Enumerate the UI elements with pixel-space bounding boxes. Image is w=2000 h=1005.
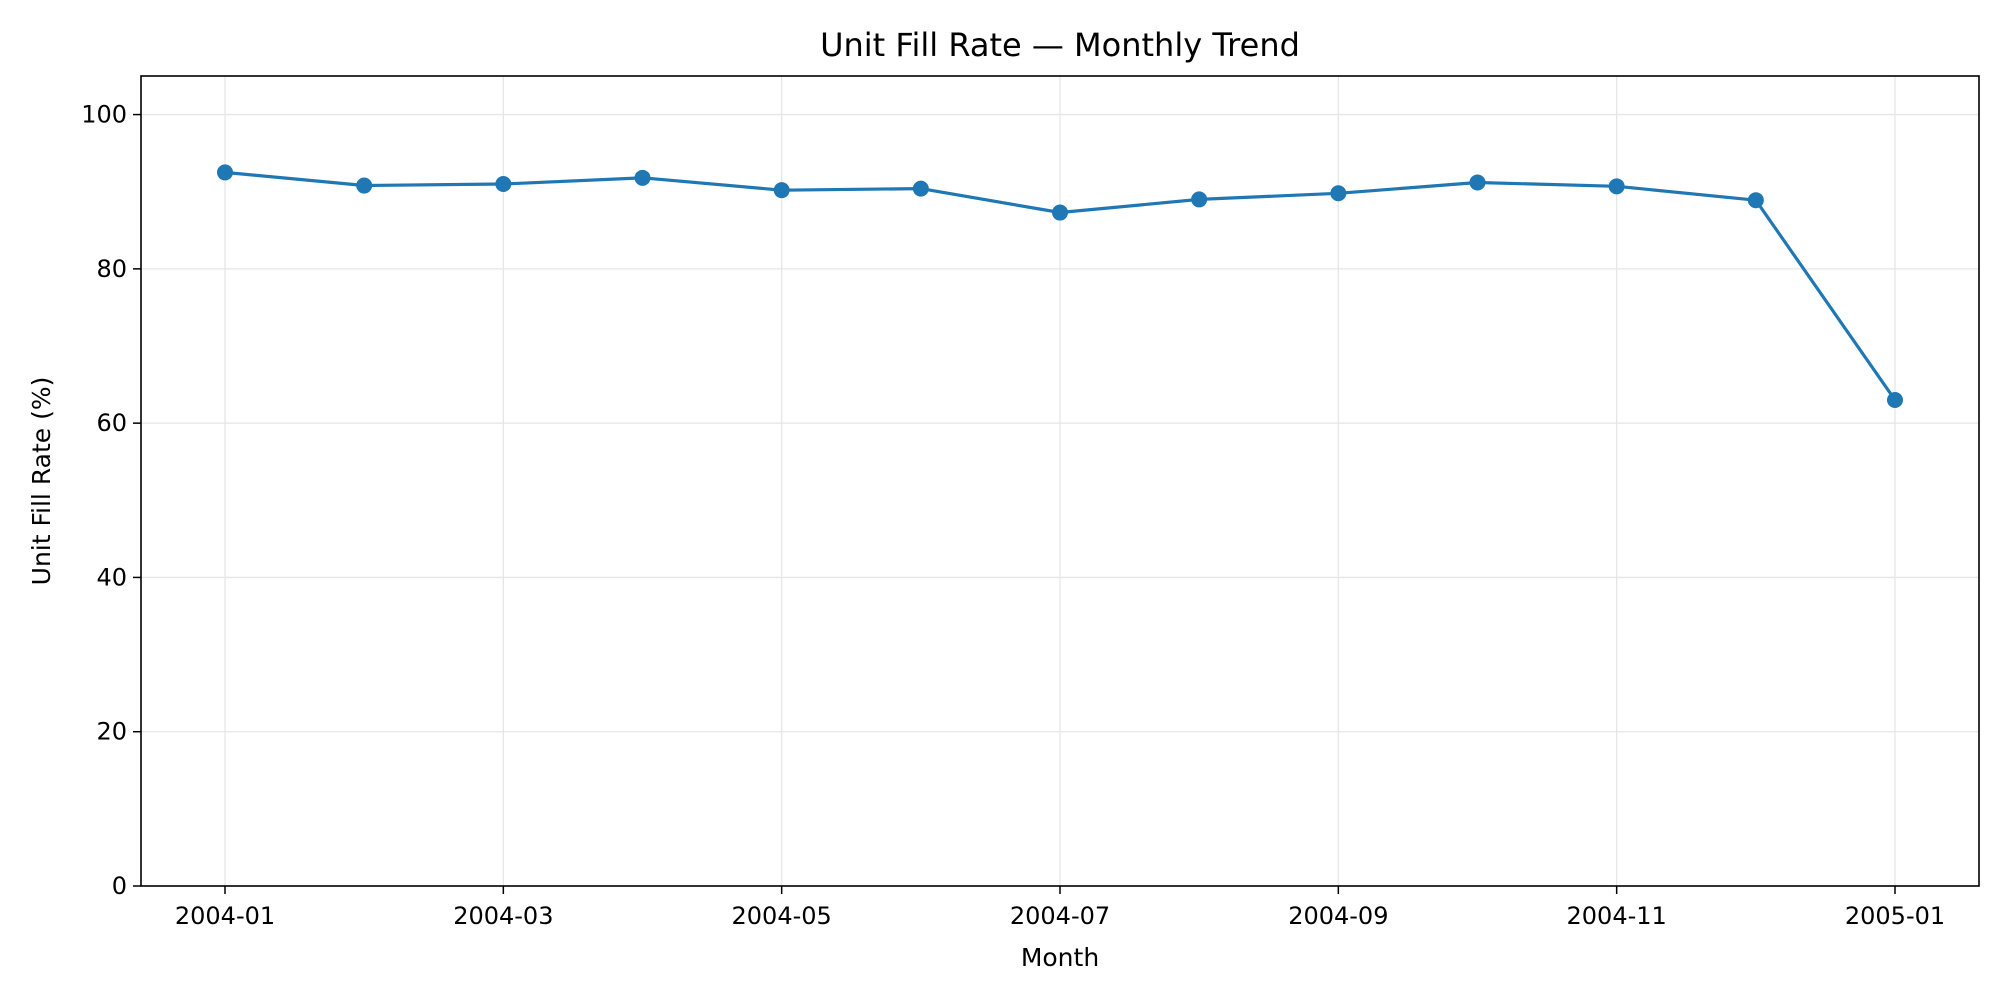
data-point-2004-02 <box>356 177 373 194</box>
x-tick-label: 2004-05 <box>732 902 832 930</box>
y-axis-label: Unit Fill Rate (%) <box>27 377 56 586</box>
data-point-2004-04 <box>634 169 651 186</box>
data-point-2004-10 <box>1469 174 1486 191</box>
data-point-2004-03 <box>495 176 512 192</box>
data-point-2004-09 <box>1330 185 1347 202</box>
x-tick-label: 2004-03 <box>453 902 553 930</box>
data-point-2004-07 <box>1052 204 1068 221</box>
data-point-2004-06 <box>912 180 929 197</box>
y-tick-label: 60 <box>96 409 127 437</box>
data-point-2004-01 <box>217 164 233 181</box>
y-tick-label: 0 <box>112 872 127 900</box>
x-tick-label: 2004-09 <box>1288 902 1388 930</box>
x-tick-label: 2005-01 <box>1845 902 1945 930</box>
y-tick-label: 40 <box>96 563 127 591</box>
x-axis-label: Month <box>1021 943 1099 972</box>
chart-title: Unit Fill Rate — Monthly Trend <box>820 26 1300 64</box>
data-point-2004-05 <box>773 182 790 199</box>
data-point-2005-01 <box>1887 392 1903 408</box>
x-tick-label: 2004-11 <box>1567 902 1667 930</box>
data-point-2004-08 <box>1191 191 1208 208</box>
y-tick-label: 20 <box>96 718 127 746</box>
y-tick-label: 100 <box>81 101 127 129</box>
ticks: 0 20 40 60 80 100 2004-01 2004-03 2004-05 2004-07… <box>81 101 1945 930</box>
series-layer <box>217 164 1903 408</box>
data-point-2004-12 <box>1747 192 1764 209</box>
grid <box>141 76 1979 887</box>
data-point-2004-11 <box>1608 178 1625 195</box>
x-tick-label: 2004-01 <box>175 902 275 930</box>
x-tick-label: 2004-07 <box>1010 902 1110 930</box>
y-tick-label: 80 <box>96 255 127 283</box>
